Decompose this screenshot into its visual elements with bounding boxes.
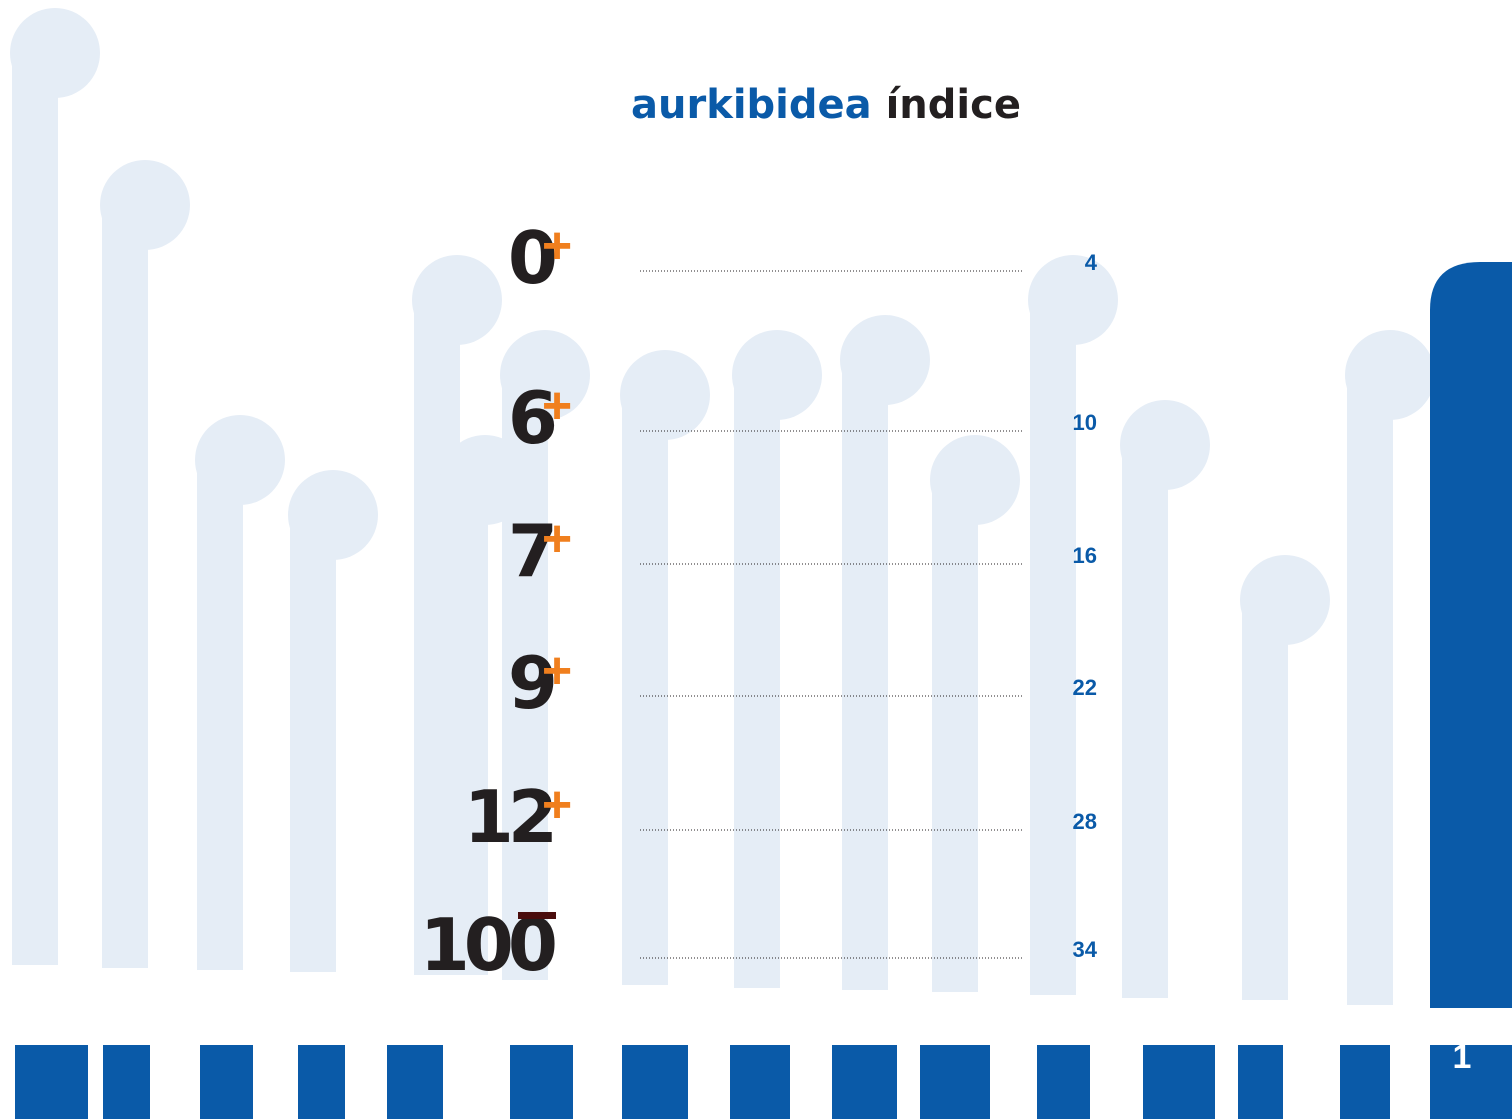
entry-page: 22	[1073, 675, 1097, 700]
footer-block	[1340, 1045, 1390, 1119]
entry-label: 12	[464, 775, 552, 859]
footer-block	[730, 1045, 790, 1119]
footer-block	[103, 1045, 150, 1119]
entry-symbol: +	[542, 377, 572, 435]
entry-symbol: +	[542, 510, 572, 568]
entry-bar	[518, 912, 556, 919]
footer-block	[15, 1045, 88, 1119]
entry-page: 4	[1085, 250, 1098, 275]
column	[1347, 375, 1393, 1005]
footer-block	[622, 1045, 688, 1119]
column	[1030, 300, 1076, 995]
title-secondary: índice	[886, 82, 1021, 128]
title-primary: aurkibidea	[631, 82, 872, 128]
entry-page: 34	[1073, 937, 1098, 962]
column	[442, 480, 488, 975]
entry-page: 10	[1073, 410, 1097, 435]
column	[102, 205, 148, 968]
footer-block	[510, 1045, 573, 1119]
footer-block	[832, 1045, 897, 1119]
column	[290, 515, 336, 972]
title: aurkibidea índice	[631, 82, 1021, 128]
footer-block	[920, 1045, 990, 1119]
footer-block	[387, 1045, 443, 1119]
column	[734, 375, 780, 988]
column	[842, 360, 888, 990]
column	[12, 53, 58, 965]
column	[622, 395, 668, 985]
footer-block	[298, 1045, 345, 1119]
entry-symbol: +	[542, 217, 572, 275]
page-number: 1	[1453, 1038, 1472, 1076]
column	[932, 480, 978, 992]
entry-symbol: +	[542, 776, 572, 834]
column	[1122, 445, 1168, 998]
footer-block	[1037, 1045, 1090, 1119]
footer-block	[1238, 1045, 1283, 1119]
column	[1242, 600, 1288, 1000]
footer-block	[200, 1045, 253, 1119]
entry-symbol: +	[542, 642, 572, 700]
page: aurkibidea índice 0+46+107+169+2212+2810…	[0, 0, 1512, 1119]
entry-page: 28	[1073, 809, 1097, 834]
column-dark	[1430, 262, 1512, 1008]
footer-block	[1143, 1045, 1215, 1119]
column	[197, 460, 243, 970]
entry-page: 16	[1073, 543, 1097, 568]
